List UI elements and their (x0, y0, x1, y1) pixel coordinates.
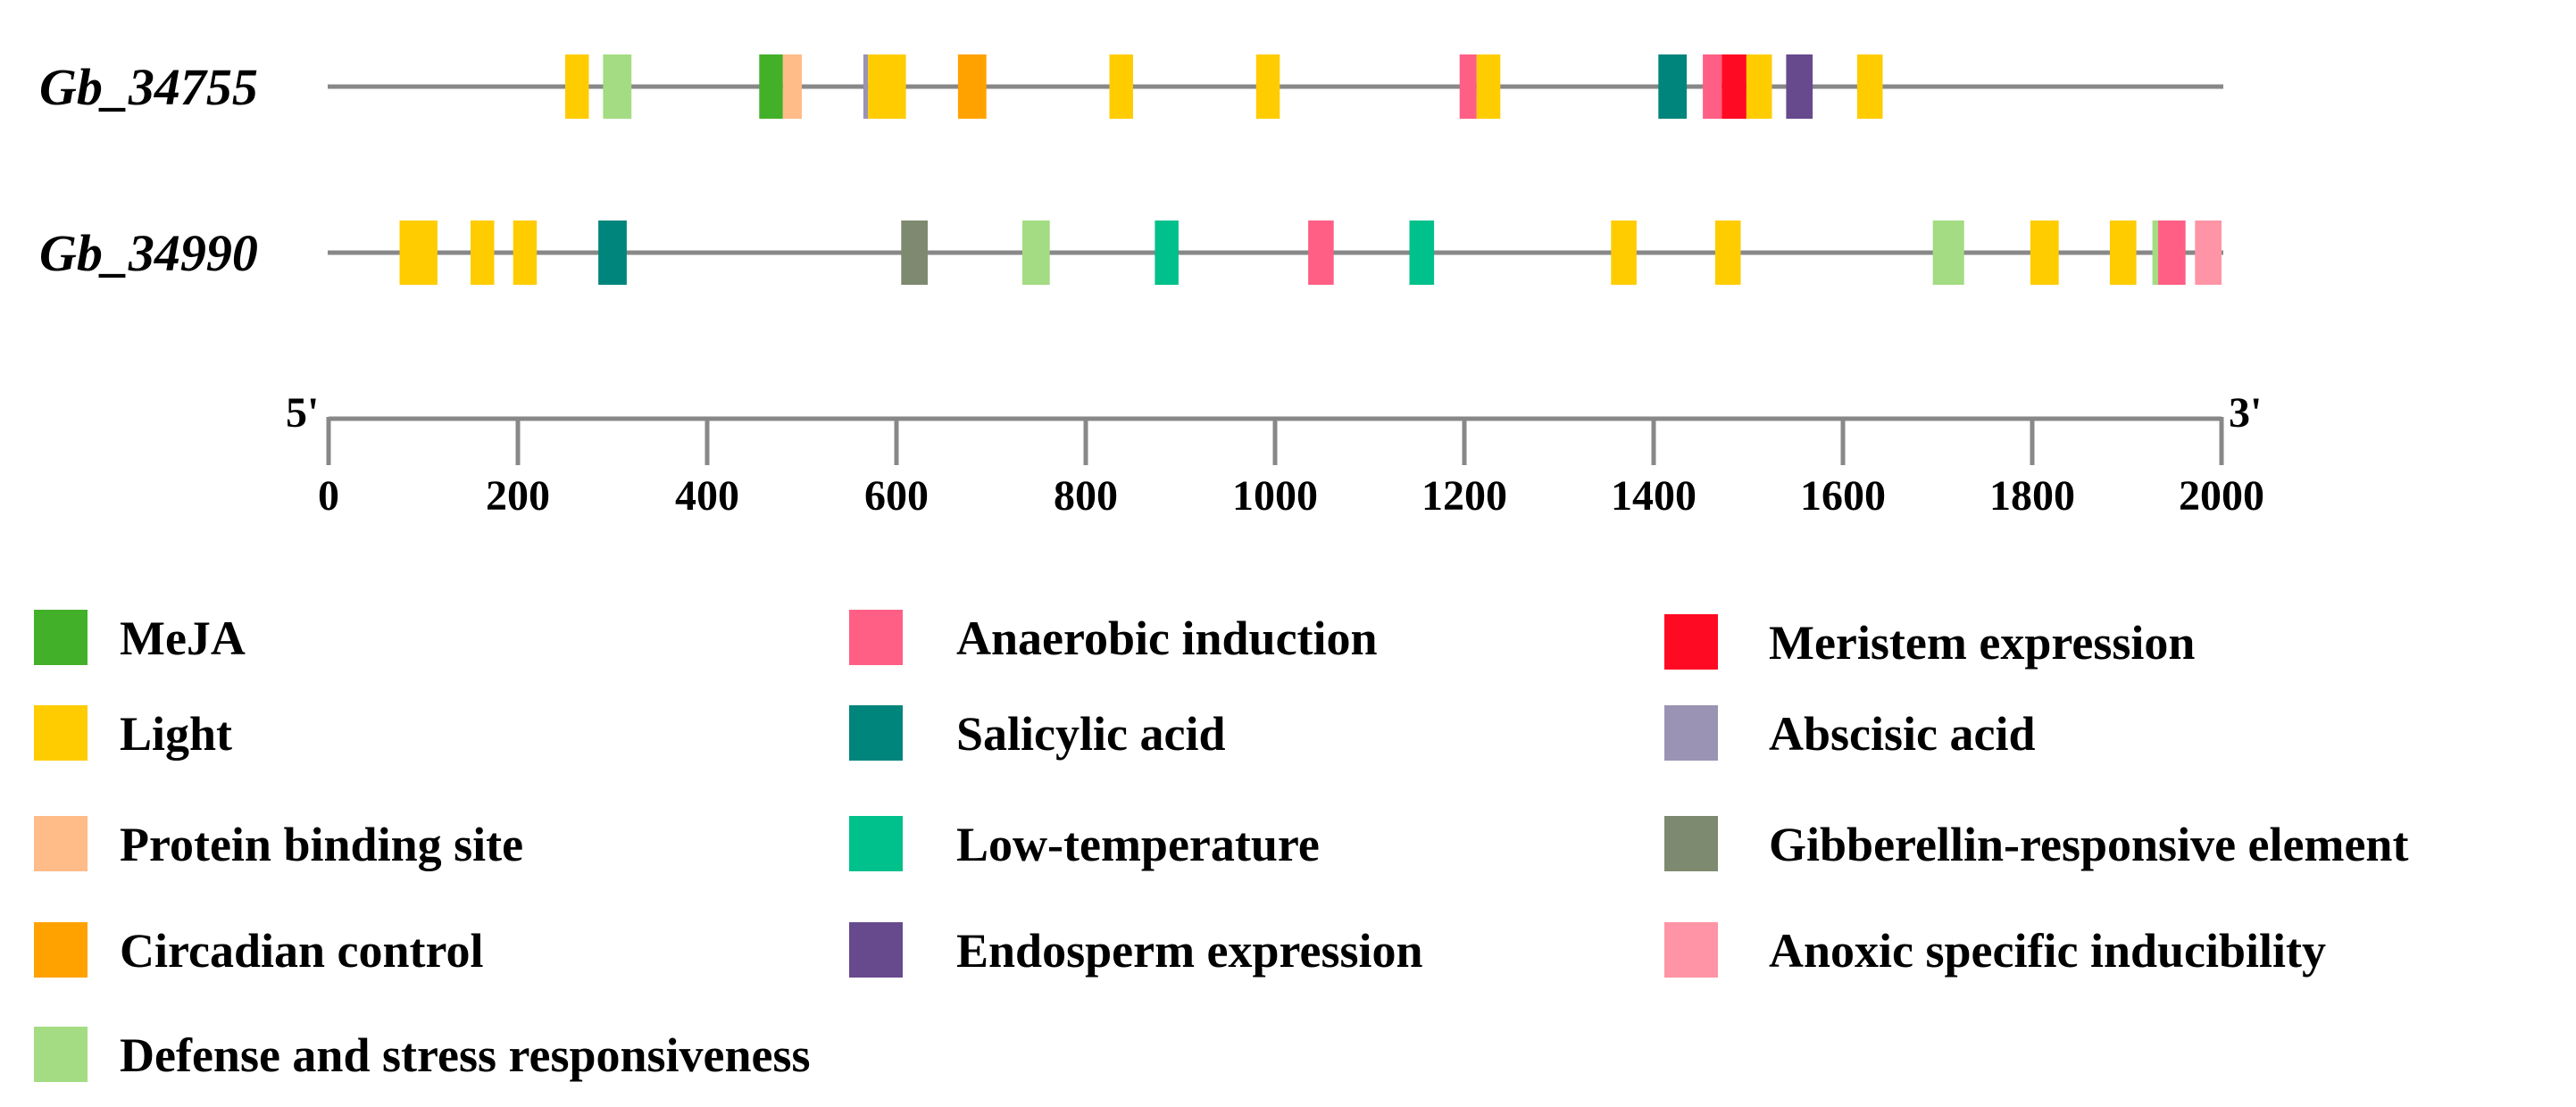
position-axis: 0 200 400 600 800 1000 1200 1400 1600 1800 2000 5' 3… (286, 389, 2264, 520)
legend-label: Salicylic acid (956, 707, 1225, 761)
legend-label: Low-temperature (956, 818, 1320, 871)
legend-item: Circadian control (34, 922, 484, 978)
cis-element-box: Circadian control (957, 54, 987, 119)
axis-tick-label: 400 (675, 472, 739, 520)
axis-tick-label: 200 (486, 472, 550, 520)
legend-swatch (849, 816, 903, 871)
cis-element-box: Protein binding site (782, 54, 802, 119)
cis-element-box: Light (1255, 54, 1280, 119)
axis-tick-label: 1400 (1611, 472, 1696, 520)
legend-label: Gibberellin-responsive element (1769, 818, 2408, 871)
axis-tick-label: 1200 (1421, 472, 1507, 520)
axis-tick-label: 0 (318, 472, 339, 520)
cis-element-box: Light (2109, 221, 2137, 285)
cis-element-box: Light (868, 54, 906, 119)
cis-element-box: Light (1746, 54, 1772, 119)
legend-item: Defense and stress responsiveness (34, 1027, 811, 1082)
legend-label: Defense and stress responsiveness (120, 1028, 811, 1082)
cis-element-box: Light (1714, 221, 1741, 285)
cis-element-box: Light (2030, 221, 2059, 285)
axis-tick-label: 1600 (1800, 472, 1886, 520)
legend-swatch (34, 816, 88, 871)
legend-label: Abscisic acid (1769, 707, 2036, 761)
legend-label: Circadian control (120, 924, 484, 978)
cis-element-box: Light (1856, 54, 1883, 119)
cis-element-box: Light (1611, 221, 1637, 285)
legend-item: Salicylic acid (849, 705, 1225, 761)
cis-element-box: Salicylic acid (1658, 54, 1688, 119)
legend-swatch (34, 610, 88, 665)
cis-element-box: MeJA (759, 54, 783, 119)
cis-element-box: Low-temperature (1155, 221, 1179, 285)
element-legend: MeJA Light Protein binding site Circadian c… (34, 610, 2408, 1082)
legend-label: MeJA (120, 612, 246, 665)
cis-element-box: Light (565, 54, 589, 119)
legend-item: Endosperm expression (849, 922, 1423, 978)
cis-element-box: Defense and stress responsiveness (2152, 221, 2158, 285)
legend-swatch (849, 705, 903, 761)
cis-element-box: Anaerobic induction (1703, 54, 1722, 119)
legend-item: Light (34, 705, 232, 761)
legend-swatch (1664, 922, 1718, 978)
legend-swatch (1664, 816, 1718, 871)
cis-element-box: Defense and stress responsiveness (603, 54, 632, 119)
legend-item: Anoxic specific inducibility (1664, 922, 2326, 978)
gene-track: Gb_34755 Light Defense and stress responsi… (39, 54, 2223, 119)
cis-element-box: Endosperm expression (1786, 54, 1813, 119)
axis-start-label: 5' (286, 389, 319, 437)
cis-element-box: Abscisic acid (863, 54, 869, 119)
legend-label: Protein binding site (120, 818, 523, 871)
cis-element-box: Light (1109, 54, 1133, 119)
cis-element-box: Light (513, 221, 538, 285)
legend-swatch (34, 705, 88, 761)
cis-element-box: Anoxic specific inducibility (2195, 221, 2222, 285)
legend-item: Low-temperature (849, 816, 1320, 871)
axis-tick-label: 1000 (1232, 472, 1318, 520)
axis-tick-label: 2000 (2179, 472, 2264, 520)
axis-tick-label: 1800 (1989, 472, 2075, 520)
cis-element-box: Low-temperature (1409, 221, 1435, 285)
legend-item: Gibberellin-responsive element (1664, 816, 2408, 871)
legend-label: Meristem expression (1769, 616, 2195, 670)
cis-element-box: Salicylic acid (598, 221, 627, 285)
legend-swatch (34, 922, 88, 978)
cis-element-box: Light (1476, 54, 1501, 119)
legend-item: Meristem expression (1664, 614, 2195, 670)
gene-tracks: Gb_34755 Light Defense and stress responsi… (39, 54, 2223, 285)
legend-item: Abscisic acid (1664, 705, 2036, 761)
gene-name: Gb_34990 (39, 224, 258, 282)
axis-tick-label: 600 (864, 472, 929, 520)
cis-element-box: Gibberellin-responsive element (901, 221, 928, 285)
legend-swatch (849, 922, 903, 978)
gene-track: Gb_34990 Light Light Light Salicylic acid Gib… (39, 221, 2223, 285)
legend-item: Protein binding site (34, 816, 523, 871)
cis-element-box: Anaerobic induction (1459, 54, 1477, 119)
cis-element-box: Defense and stress responsiveness (1022, 221, 1050, 285)
cis-element-box: Light (471, 221, 495, 285)
legend-swatch (849, 610, 903, 665)
gene-name: Gb_34755 (39, 58, 258, 116)
legend-swatch (34, 1027, 88, 1082)
cis-element-box: Anaerobic induction (2158, 221, 2186, 285)
legend-item: MeJA (34, 610, 246, 665)
legend-label: Anaerobic induction (956, 612, 1378, 665)
legend-label: Endosperm expression (956, 924, 1423, 978)
legend-swatch (1664, 614, 1718, 670)
cis-element-box: Light (399, 221, 438, 285)
axis-end-label: 3' (2229, 389, 2262, 437)
legend-label: Light (120, 707, 232, 761)
cis-element-box: Anaerobic induction (1308, 221, 1334, 285)
cis-element-box: Defense and stress responsiveness (1932, 221, 1964, 285)
legend-label: Anoxic specific inducibility (1769, 924, 2326, 978)
legend-item: Anaerobic induction (849, 610, 1378, 665)
axis-tick-label: 800 (1054, 472, 1118, 520)
cis-element-box: Meristem expression (1722, 54, 1747, 119)
legend-swatch (1664, 705, 1718, 761)
